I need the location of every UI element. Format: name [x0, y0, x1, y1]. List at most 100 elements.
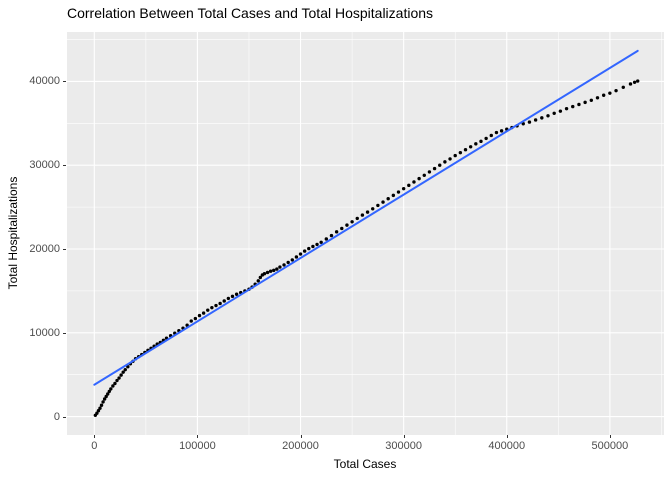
data-point — [443, 160, 447, 164]
scatter-plot-svg — [67, 32, 664, 435]
data-point — [636, 79, 640, 83]
data-point — [193, 316, 198, 321]
y-tick-mark — [63, 165, 66, 167]
data-point — [214, 303, 218, 308]
data-point — [376, 203, 380, 208]
data-point — [540, 116, 544, 120]
x-tick-label: 0 — [91, 440, 98, 452]
data-point — [96, 409, 101, 413]
x-tick-mark — [94, 435, 96, 438]
data-point — [558, 109, 563, 113]
data-point — [583, 100, 587, 105]
data-point — [407, 183, 411, 188]
data-point — [453, 153, 457, 158]
y-axis-title: Total Hospitalizations — [6, 176, 20, 290]
data-point — [577, 102, 581, 107]
x-tick-mark — [300, 435, 302, 438]
data-point — [189, 319, 193, 323]
data-point — [278, 265, 282, 269]
data-point — [275, 267, 279, 271]
data-point — [201, 311, 206, 315]
data-point — [234, 292, 239, 296]
data-point — [448, 157, 452, 161]
data-point — [319, 240, 323, 244]
x-tick-label: 100000 — [179, 440, 216, 452]
data-point — [230, 294, 235, 299]
data-point — [107, 389, 111, 394]
data-point — [104, 394, 108, 399]
trend-line — [93, 49, 639, 386]
data-point — [272, 268, 276, 273]
y-tick-mark — [63, 332, 66, 334]
data-point — [396, 190, 401, 194]
data-point — [468, 145, 473, 149]
data-point — [371, 207, 375, 211]
data-point — [381, 200, 385, 204]
data-point — [117, 376, 121, 380]
plot-panel — [67, 32, 664, 435]
data-point — [115, 378, 119, 383]
data-point — [474, 142, 478, 146]
data-point — [412, 180, 416, 184]
data-point — [315, 242, 319, 247]
data-point — [386, 197, 390, 201]
data-point — [350, 220, 354, 224]
data-point — [109, 387, 113, 391]
y-tick-label: 30000 — [29, 159, 60, 172]
data-point — [329, 233, 334, 238]
data-point — [302, 249, 307, 253]
data-point — [533, 118, 538, 122]
data-point — [432, 166, 437, 171]
data-point — [218, 301, 222, 306]
x-tick-mark — [609, 435, 611, 438]
data-point — [222, 299, 226, 303]
data-point — [484, 136, 488, 141]
data-point — [113, 381, 117, 386]
data-point — [595, 96, 600, 100]
data-point — [95, 411, 99, 415]
data-point — [438, 163, 442, 167]
x-tick-label: 200000 — [282, 440, 319, 452]
data-point — [499, 129, 504, 133]
data-point — [119, 373, 123, 377]
data-point — [99, 403, 104, 407]
data-point — [226, 296, 231, 301]
data-point — [521, 122, 525, 126]
y-tick-label: 10000 — [29, 326, 60, 339]
data-point — [307, 246, 311, 251]
chart-title: Correlation Between Total Cases and Tota… — [67, 5, 434, 21]
data-point — [417, 176, 421, 181]
data-point — [334, 230, 339, 234]
data-point — [298, 252, 303, 256]
data-point — [294, 255, 299, 259]
data-point — [101, 400, 105, 404]
data-point — [290, 258, 294, 262]
data-point — [401, 186, 406, 191]
y-tick-mark — [63, 249, 66, 250]
x-tick-label: 400000 — [488, 440, 526, 452]
data-point — [106, 392, 110, 396]
x-tick-label: 300000 — [385, 440, 422, 452]
data-point — [282, 263, 286, 267]
y-tick-label: 0 — [53, 410, 60, 423]
data-point — [210, 305, 214, 310]
data-point — [494, 130, 499, 135]
data-point — [123, 367, 127, 372]
data-point — [355, 216, 359, 221]
data-point — [102, 397, 107, 401]
data-point — [632, 80, 637, 84]
data-point — [527, 120, 532, 124]
data-point — [489, 133, 493, 138]
data-point — [422, 173, 426, 177]
x-tick-label: 500000 — [591, 440, 629, 452]
data-point — [391, 193, 396, 198]
data-point — [262, 272, 267, 276]
data-point — [286, 260, 290, 265]
data-point — [601, 93, 606, 97]
y-tick-label: 40000 — [29, 75, 60, 88]
data-point — [360, 213, 365, 217]
data-point — [98, 406, 102, 410]
data-point — [463, 148, 468, 152]
data-point — [268, 269, 273, 273]
data-point — [111, 384, 115, 388]
